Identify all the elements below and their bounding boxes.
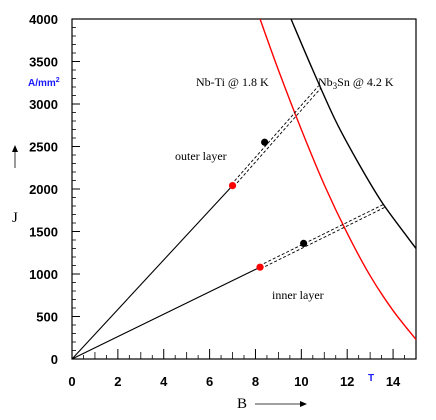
ticks-layer: 0 500 1000 1500 2000 2500 3000 3500 4000 0 2 4 6 8 10 1… <box>29 12 405 389</box>
nbti-curve-label: Nb-Ti @ 1.8 K <box>196 75 269 89</box>
x-tick-label: 4 <box>160 374 168 389</box>
outer-layer-label: outer layer <box>175 149 227 163</box>
inner-load-line-extension <box>260 207 385 270</box>
x-tick-label: 8 <box>252 374 259 389</box>
y-tick-label: 2000 <box>29 182 58 197</box>
nb3sn-critical-curve <box>290 18 417 249</box>
inner-layer-label: inner layer <box>272 288 324 302</box>
y-tick-label: 0 <box>51 352 58 367</box>
plot-frame <box>71 18 417 360</box>
inner-load-line <box>71 266 261 360</box>
x-tick-label: 0 <box>68 374 75 389</box>
x-tick-label: 10 <box>294 374 308 389</box>
y-tick-label: 3000 <box>29 97 58 112</box>
y-axis-arrow <box>12 145 18 168</box>
inner-load-line-extension <box>259 204 384 267</box>
x-tick-label: 6 <box>206 374 213 389</box>
x-axis-arrow <box>255 401 307 407</box>
y-axis-title: J <box>12 210 18 226</box>
load-lines-layer <box>71 85 385 360</box>
nbti-critical-curve <box>259 18 417 340</box>
y-tick-label: 4000 <box>29 12 58 27</box>
x-tick-label: 14 <box>386 374 401 389</box>
y-tick-label: 2500 <box>29 140 58 155</box>
curves-layer <box>259 18 417 340</box>
y-tick-label: 1000 <box>29 267 58 282</box>
data-point <box>261 138 269 146</box>
x-tick-label: 12 <box>340 374 354 389</box>
y-unit-label: A/mm2 <box>28 77 60 89</box>
x-axis-title: B <box>237 396 247 412</box>
points-layer <box>228 138 308 271</box>
nb3sn-curve-label: Nb3Sn @ 4.2 K <box>318 75 394 91</box>
outer-load-line-extension <box>233 87 322 187</box>
x-unit-label: T <box>368 373 374 384</box>
outer-load-line <box>71 185 233 360</box>
y-tick-label: 3500 <box>29 55 58 70</box>
y-tick-label: 1500 <box>29 225 58 240</box>
x-tick-label: 2 <box>114 374 121 389</box>
data-point <box>300 239 308 247</box>
data-point <box>228 182 237 190</box>
data-point <box>256 263 264 271</box>
y-tick-label: 500 <box>36 310 58 325</box>
labels-layer: A/mm2 T J B Nb-Ti @ 1.8 K Nb3Sn @ 4.2 K … <box>12 75 394 412</box>
outer-load-line-extension <box>231 85 319 185</box>
